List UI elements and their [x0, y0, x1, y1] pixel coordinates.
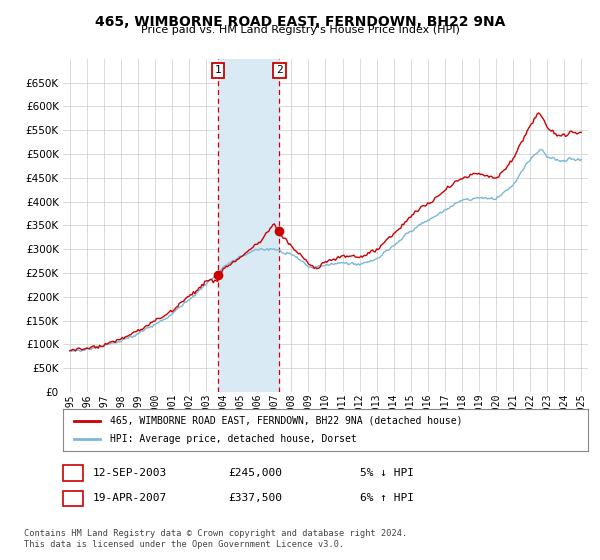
Text: 2: 2	[276, 66, 283, 76]
Text: 2: 2	[70, 493, 77, 503]
Text: Contains HM Land Registry data © Crown copyright and database right 2024.: Contains HM Land Registry data © Crown c…	[24, 529, 407, 538]
Text: 6% ↑ HPI: 6% ↑ HPI	[360, 493, 414, 503]
Text: 19-APR-2007: 19-APR-2007	[93, 493, 167, 503]
Text: Price paid vs. HM Land Registry's House Price Index (HPI): Price paid vs. HM Land Registry's House …	[140, 25, 460, 35]
Text: This data is licensed under the Open Government Licence v3.0.: This data is licensed under the Open Gov…	[24, 540, 344, 549]
Text: 1: 1	[215, 66, 221, 76]
Text: 12-SEP-2003: 12-SEP-2003	[93, 468, 167, 478]
Text: 5% ↓ HPI: 5% ↓ HPI	[360, 468, 414, 478]
Text: 465, WIMBORNE ROAD EAST, FERNDOWN, BH22 9NA: 465, WIMBORNE ROAD EAST, FERNDOWN, BH22 …	[95, 15, 505, 29]
Text: 465, WIMBORNE ROAD EAST, FERNDOWN, BH22 9NA (detached house): 465, WIMBORNE ROAD EAST, FERNDOWN, BH22 …	[110, 416, 463, 426]
Text: £337,500: £337,500	[228, 493, 282, 503]
Text: £245,000: £245,000	[228, 468, 282, 478]
Bar	[218, 59, 280, 392]
Text: HPI: Average price, detached house, Dorset: HPI: Average price, detached house, Dors…	[110, 434, 357, 444]
Text: 1: 1	[70, 468, 77, 478]
